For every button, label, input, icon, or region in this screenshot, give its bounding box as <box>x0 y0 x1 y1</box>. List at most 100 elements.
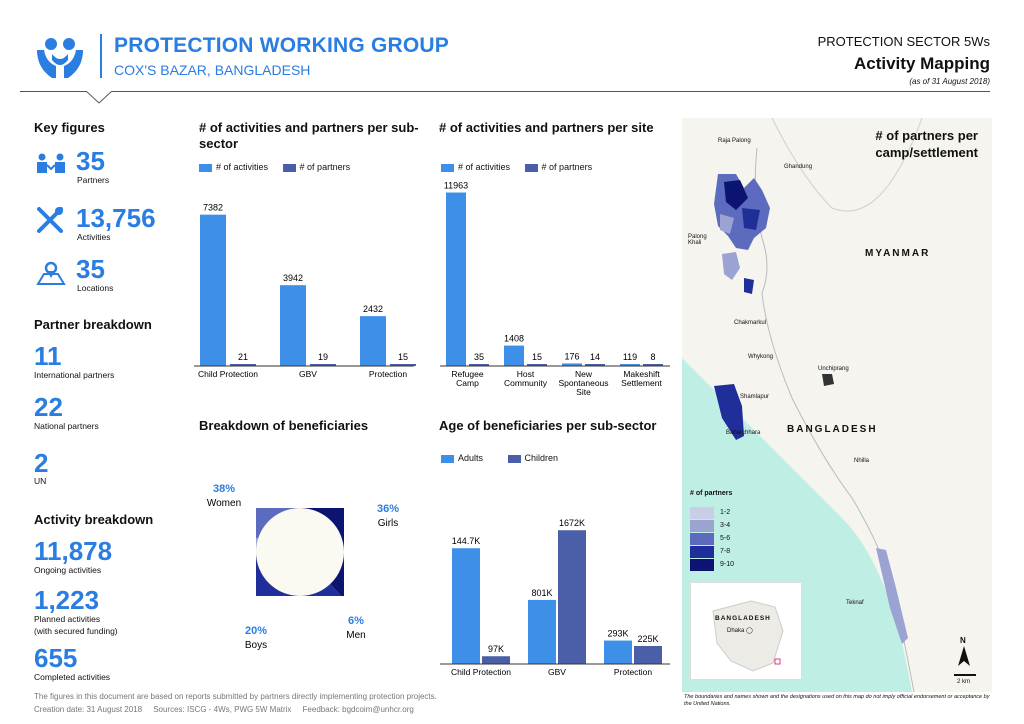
map-place: Whykong <box>748 354 774 360</box>
map-legend-swatch <box>690 545 714 558</box>
category-label: Site <box>576 387 591 397</box>
data-label: 119 <box>623 352 637 362</box>
header-rule <box>20 91 990 92</box>
map-place: Baharchhara <box>726 430 761 436</box>
map-legend-swatch <box>690 558 714 571</box>
chart1-title: # of activities and partners per sub-sec… <box>199 120 419 152</box>
camp-cluster-light <box>720 214 734 234</box>
inset-city-label: Dhaka ◯ <box>727 627 753 634</box>
category-label: New <box>575 369 593 379</box>
camp-cluster-dark <box>724 180 748 210</box>
bar <box>482 656 510 664</box>
bar <box>604 640 632 664</box>
map-legend-swatch <box>690 506 714 519</box>
hands-logo-icon <box>37 38 83 78</box>
data-label: 293K <box>607 629 628 639</box>
activity-breakdown-heading: Activity breakdown <box>34 512 154 527</box>
bar <box>562 363 582 366</box>
map-place: Unchiprang <box>818 366 849 372</box>
slice-pct-label: 38% <box>213 483 235 495</box>
data-label: 15 <box>398 352 408 362</box>
map-title: # of partners per camp/settlement <box>875 128 978 160</box>
pb-un-value: 2 <box>34 448 49 478</box>
map-legend-item: 5-6 <box>690 532 734 545</box>
report-title: Activity Mapping <box>853 54 990 73</box>
category-label: Refugee <box>451 369 483 379</box>
map-place: Palong Khali <box>688 234 707 246</box>
header-notch-icon <box>86 91 112 104</box>
slice-name-label: Girls <box>378 518 399 529</box>
category-label: Spontaneous <box>558 378 608 388</box>
key-figures-heading: Key figures <box>34 120 105 135</box>
camp-chakmarkul <box>744 278 754 294</box>
slice-pct-label: 36% <box>377 503 399 515</box>
map-place: Raja Palong <box>718 138 751 144</box>
map-disclaimer: The boundaries and names shown and the d… <box>684 694 990 708</box>
bar <box>585 364 605 366</box>
inset-country-label: BANGLADESH <box>715 615 771 622</box>
data-label: 15 <box>532 352 542 362</box>
pb-international-label: International partners <box>34 370 115 380</box>
bar <box>504 345 524 366</box>
bar <box>558 530 586 664</box>
report-date: (as of 31 August 2018) <box>909 77 990 86</box>
slice-pct-label: 6% <box>348 615 364 627</box>
bar <box>620 364 640 366</box>
map-label-bangladesh: BANGLADESH <box>787 424 878 435</box>
data-label: 3942 <box>283 273 303 283</box>
legend-label: # of activities <box>458 162 511 172</box>
kf-locations-label: Locations <box>77 283 114 293</box>
page-subtitle: COX'S BAZAR, BANGLADESH <box>114 62 311 78</box>
land-area <box>682 118 992 692</box>
sector-label: PROTECTION SECTOR 5Ws <box>817 34 990 49</box>
city-dot-icon: ◯ <box>746 628 753 634</box>
pb-international-value: 11 <box>34 341 62 371</box>
chart2-title: # of activities and partners per site <box>439 120 654 135</box>
category-label: GBV <box>299 369 317 379</box>
people-icon <box>37 153 65 173</box>
map-panel: # of partners per camp/settlement MYANMA… <box>682 118 992 692</box>
footer-meta: Creation date: 31 August 2018 Sources: I… <box>34 705 414 714</box>
inset-city-name: Dhaka <box>727 628 745 634</box>
data-label: 225K <box>637 634 658 644</box>
bar <box>310 364 336 366</box>
slice-name-label: Men <box>346 630 365 641</box>
data-label: 11963 <box>444 181 468 191</box>
legend-label: # of partners <box>541 162 593 172</box>
camp-shamlapur <box>714 384 744 440</box>
map-legend-label: 5-6 <box>720 535 731 542</box>
logo-divider <box>100 34 102 78</box>
category-label: Protection <box>369 369 408 379</box>
ab-planned-value: 1,223 <box>34 585 100 615</box>
ab-completed-label: Completed activities <box>34 672 111 682</box>
data-label: 2432 <box>363 304 383 314</box>
bar <box>527 364 547 366</box>
footer-note: The figures in this document are based o… <box>34 692 437 701</box>
ab-completed-value: 655 <box>34 643 78 673</box>
map-place: Nhilla <box>854 458 870 464</box>
category-label: Child Protection <box>451 667 511 677</box>
data-label: 144.7K <box>452 536 481 546</box>
map-legend-label: 1-2 <box>720 509 731 516</box>
bar <box>230 364 256 366</box>
map-place: Teknaf <box>846 600 864 606</box>
category-label: Host <box>517 369 535 379</box>
ab-planned-label: Planned activities <box>34 614 101 624</box>
inset-map-svg <box>712 600 784 672</box>
legend-label: Adults <box>458 453 484 463</box>
map-legend-label: 3-4 <box>720 522 731 529</box>
kf-locations-value: 35 <box>76 254 105 284</box>
kf-activities-value: 13,756 <box>76 203 156 233</box>
bar <box>200 214 226 366</box>
river-line <box>771 118 923 212</box>
camp-palong <box>722 252 740 280</box>
map-legend-label: 7-8 <box>720 548 731 555</box>
category-label: Child Protection <box>198 369 258 379</box>
scale-bar <box>954 674 976 676</box>
map-legend-swatch <box>690 519 714 532</box>
pb-national-value: 22 <box>34 392 63 422</box>
bar <box>446 192 466 366</box>
legend-swatch <box>441 163 454 172</box>
